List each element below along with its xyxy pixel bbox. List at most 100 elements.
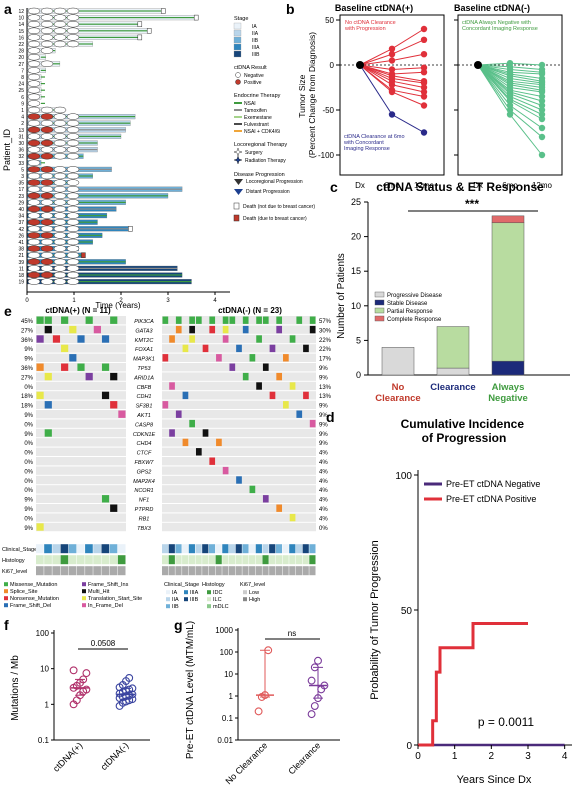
ci-legend-label: Pre-ET ctDNA Positive: [446, 494, 536, 504]
patient-id-label: 5: [21, 167, 24, 173]
mutation-cell: [93, 325, 101, 334]
swimmer-therapy-line: [41, 267, 178, 269]
mutation-cell: [61, 316, 69, 324]
dot-plot-point: [82, 669, 91, 678]
mutation-cell: [242, 325, 249, 334]
baseline-point: [474, 61, 482, 69]
mutation-cell: [269, 344, 276, 353]
ctdna-marker: [53, 278, 67, 285]
right-mutation-pct: 9%: [319, 422, 328, 428]
annotation-cell: [215, 566, 222, 576]
annotation-cell: [228, 566, 236, 576]
ctdna-marker: [40, 265, 54, 272]
annotation-cell: [249, 544, 256, 554]
annotation-cell: [36, 555, 44, 565]
annotation-cell: [68, 544, 77, 554]
patient-id-label: 25: [18, 88, 24, 94]
bar-legend-swatch: [374, 307, 385, 314]
ctdna-marker: [27, 100, 41, 107]
patient-id-label: 14: [18, 22, 24, 28]
ctdna-marker: [27, 60, 41, 68]
annotation-cell: [117, 566, 126, 576]
bar-legend-swatch: [374, 291, 385, 298]
annotation-legend-title: Ki67_level: [240, 582, 265, 588]
tumor-size-point: [388, 111, 396, 118]
gene-label: CDH1: [137, 394, 152, 400]
ctdna-marker: [27, 119, 41, 127]
bar-chart-y-tick: 5: [356, 335, 361, 345]
ctdna-marker: [27, 212, 41, 219]
tumor-size-y-label: Tumor Size (Percent Change from Diagnosi…: [297, 32, 317, 158]
ctdna-marker: [40, 34, 54, 41]
annotation-cell: [68, 555, 77, 565]
annotation-cell: [76, 544, 85, 554]
histology-legend-swatch: [207, 604, 211, 609]
mutation-cell: [276, 372, 283, 381]
annotation-cell: [202, 555, 209, 565]
gene-label: CDKN1E: [133, 432, 156, 438]
ci-y-label: Probability of Tumor Progression: [369, 540, 381, 700]
tumor-size-point: [420, 102, 428, 109]
left-mutation-pct: 9%: [24, 347, 33, 353]
ctdna-marker: [66, 278, 80, 285]
right-subplot-title: Baseline ctDNA(-): [454, 3, 530, 13]
mutation-cell: [52, 335, 61, 343]
annotation-cell: [295, 544, 303, 554]
mutation-cell: [262, 495, 269, 503]
left-mutation-pct: 0%: [24, 385, 33, 391]
legend-title-progression: Disease Progression: [234, 172, 285, 178]
mutation-legend-swatch: [4, 589, 8, 594]
gene-label: CHD4: [137, 441, 152, 447]
tumor-size-y-tick: 50: [325, 16, 334, 25]
tumor-size-point: [538, 70, 546, 78]
annotation-cell: [255, 566, 262, 576]
patient-id-label: 33: [18, 161, 24, 167]
patient-id-label: 11: [19, 266, 24, 272]
ctdna-marker: [53, 40, 67, 48]
annotation-cell: [222, 544, 229, 554]
swimmer-therapy-line: [41, 96, 45, 98]
progression-triangle-icon: [234, 179, 243, 185]
annotation-cell: [109, 566, 118, 576]
tumor-size-point: [420, 84, 428, 91]
stacked-bar-segment: [491, 215, 525, 224]
death-marker: [128, 226, 133, 232]
annotation-cell: [275, 555, 283, 565]
ctdna-marker: [27, 47, 41, 54]
ctdna-marker: [53, 20, 67, 28]
annotation-cell: [182, 566, 189, 576]
annotation-cell: [249, 566, 256, 576]
annotation-cell: [76, 555, 85, 565]
legend-label: Tamoxifen: [244, 108, 267, 114]
tmb-p-value: 0.0508: [91, 639, 116, 648]
et-response-bar-chart: ctDNA Status & ET Response Number of Pat…: [336, 180, 570, 404]
dot-plot-point: [79, 675, 88, 684]
annotation-cell: [93, 544, 101, 554]
ctdna-marker: [66, 265, 80, 272]
mutation-cell: [229, 316, 236, 324]
annotation-cell: [228, 544, 236, 554]
swimmer-therapy-line: [41, 30, 150, 32]
dot-plot-category-label: ctDNA(+): [51, 740, 84, 773]
annotation-cell: [44, 566, 52, 576]
right-mutation-pct: 4%: [319, 507, 328, 513]
gene-label: FBXW7: [135, 460, 155, 466]
left-mutation-pct: 9%: [24, 498, 33, 504]
left-mutation-pct: 9%: [24, 357, 33, 363]
swimmer-therapy-line: [41, 281, 192, 283]
mutation-cell: [77, 363, 85, 371]
patient-id-label: 28: [18, 49, 24, 55]
dot-plot-point: [128, 684, 137, 693]
gene-label: NF1: [139, 498, 149, 504]
swimmer-therapy-line: [41, 195, 168, 197]
swimmer-therapy-line: [41, 102, 45, 104]
left-mutation-pct: 0%: [24, 479, 33, 485]
patient-id-label: 18: [18, 273, 24, 279]
annotation-cell: [235, 555, 242, 565]
gene-label: KMT2C: [135, 338, 154, 344]
legend-label: Radiation Therapy: [245, 158, 286, 164]
dot-plot-point: [320, 681, 329, 690]
tumor-size-point: [388, 88, 396, 96]
left-mutation-pct: 0%: [24, 516, 33, 522]
